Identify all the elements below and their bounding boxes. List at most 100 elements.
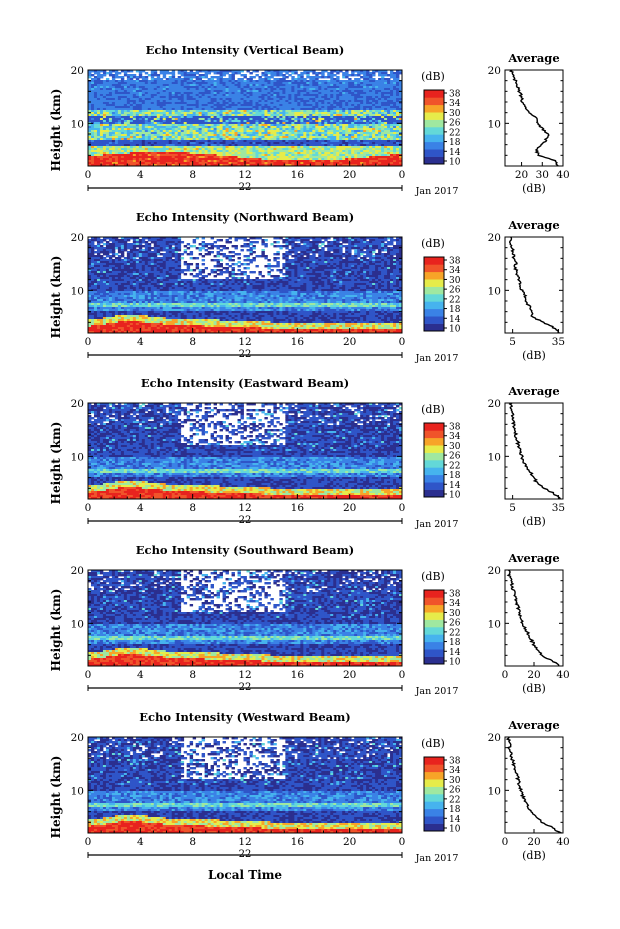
x-tick-label: 4: [137, 169, 144, 181]
heatmap-cell: [285, 76, 288, 78]
heatmap-cell: [139, 76, 142, 78]
colorbar-segment: [424, 105, 444, 113]
heatmap-cell: [202, 76, 205, 78]
heatmap-cell: [178, 72, 181, 74]
average-x-tick-label: 30: [536, 169, 549, 181]
heatmap-cell: [226, 72, 229, 74]
heatmap-cell: [378, 74, 381, 76]
heatmap-cell: [273, 74, 276, 76]
colorbar-segment: [424, 90, 444, 98]
heatmap-cell: [244, 76, 247, 78]
heatmap-cell: [109, 74, 112, 76]
heatmap-cell: [235, 72, 238, 74]
heatmap-cell: [294, 72, 297, 74]
heatmap-cell: [106, 72, 109, 74]
heatmap-cell: [357, 74, 360, 76]
heatmap-cell: [238, 72, 241, 74]
heatmap-cell: [241, 74, 244, 76]
heatmap-cell: [94, 72, 97, 74]
colorbar-segment: [424, 120, 444, 128]
heatmap-cell: [342, 76, 345, 78]
heatmap-cell: [360, 72, 363, 74]
heatmap-cell: [118, 76, 121, 78]
heatmap-cell: [154, 74, 157, 76]
heatmap-cell: [384, 74, 387, 76]
heatmap-cell: [217, 72, 220, 74]
heatmap-cell: [255, 74, 258, 76]
heatmap-cell: [318, 76, 321, 78]
colorbar-segment: [424, 142, 444, 150]
heatmap-cell: [196, 72, 199, 74]
heatmap-cell: [387, 74, 390, 76]
heatmap-cell: [163, 76, 166, 78]
colorbar-segment: [424, 112, 444, 120]
average-frame: [505, 70, 563, 166]
heatmap-cell: [148, 74, 151, 76]
heatmap-cell: [267, 72, 270, 74]
heatmap-cell: [312, 72, 315, 74]
heatmap-cell: [208, 72, 211, 74]
colorbar-segment: [424, 157, 444, 165]
heatmap-cell: [249, 72, 252, 74]
heatmap-cell: [318, 72, 321, 74]
heatmap: [88, 70, 402, 166]
heatmap-cell: [88, 76, 91, 78]
colorbar-tick-label: 38: [449, 90, 461, 100]
y-tick-label: 20: [71, 65, 84, 77]
heatmap-cell: [303, 72, 306, 74]
x-tick-label: 0: [85, 169, 92, 181]
heatmap-cell: [327, 76, 330, 78]
colorbar-tick-label: 18: [449, 138, 461, 148]
heatmap-cell: [133, 76, 136, 78]
heatmap-cell: [214, 76, 217, 78]
heatmap-cell: [354, 74, 357, 76]
heatmap-cell: [390, 76, 393, 78]
colorbar-segment: [424, 149, 444, 157]
panel-title: Echo Intensity (Vertical Beam): [146, 43, 345, 57]
colorbar-tick-label: 10: [449, 158, 461, 168]
heatmap-cell: [214, 72, 217, 74]
heatmap-cell: [169, 72, 172, 74]
heatmap-cell: [270, 76, 273, 78]
x-tick-label: 0: [399, 169, 406, 181]
x-tick-label: 20: [343, 169, 356, 181]
colorbar: (dB)3834302622181410: [421, 70, 461, 168]
colorbar-tick-label: 34: [449, 99, 461, 109]
heatmap-cell: [100, 76, 103, 78]
heatmap-cell: [306, 76, 309, 78]
x-tick-label: 12: [238, 169, 251, 181]
heatmap-cell: [261, 74, 264, 76]
heatmap-cell: [279, 74, 282, 76]
colorbar-tick-label: 14: [449, 148, 461, 158]
colorbar-unit: (dB): [421, 70, 445, 83]
heatmap-cell: [276, 74, 279, 76]
heatmap-cell: [118, 72, 121, 74]
average-y-tick-label: 10: [488, 118, 501, 130]
heatmap-cell: [351, 74, 354, 76]
heatmap-cell: [288, 74, 291, 76]
heatmap-cell: [91, 74, 94, 76]
average-y-tick-label: 20: [488, 65, 501, 77]
heatmap-cell: [345, 76, 348, 78]
heatmap-cell: [103, 74, 106, 76]
heatmap-cell: [285, 72, 288, 74]
panel-1: Echo Intensity (Northward Beam)2010Heigh…: [49, 210, 565, 364]
panel-0: Echo Intensity (Vertical Beam)2010Height…: [49, 43, 570, 197]
heatmap-cell: [166, 72, 169, 74]
heatmap-cell: [252, 76, 255, 78]
heatmap-cell: [160, 72, 163, 74]
colorbar-segment: [424, 127, 444, 135]
heatmap-cell: [372, 74, 375, 76]
colorbar-segment: [424, 97, 444, 105]
heatmap-cell: [291, 72, 294, 74]
x-tick-label: 16: [291, 169, 305, 181]
average-x-tick-label: 40: [556, 169, 569, 181]
colorbar-tick-label: 30: [449, 109, 461, 119]
heatmap-cell: [333, 74, 336, 76]
heatmap-cell: [124, 74, 127, 76]
y-tick-label: 10: [71, 118, 84, 130]
colorbar-tick-label: 26: [449, 119, 461, 129]
heatmap-cell: [181, 74, 184, 76]
average-profile: Average201020 30 40(dB): [488, 51, 570, 195]
